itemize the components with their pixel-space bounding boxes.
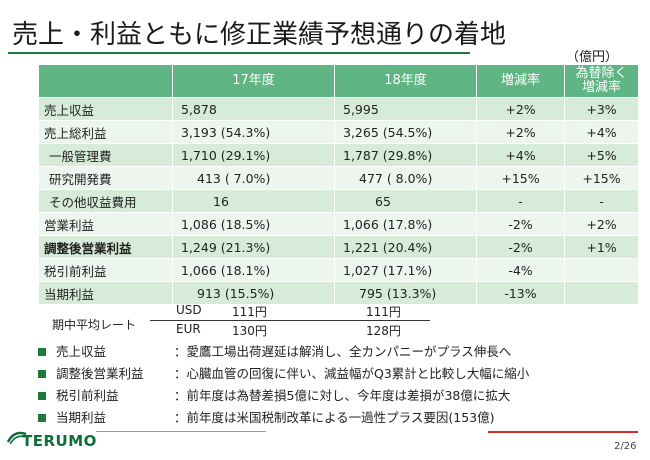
- change-exfx-value: +4%: [564, 120, 639, 144]
- change-exfx-value: +2%: [564, 212, 639, 236]
- unit-label: （億円）: [566, 50, 619, 65]
- header-change-exfx-line2: 増減率: [581, 80, 621, 95]
- table-row: その他収益費用 16 65 - -: [38, 189, 639, 213]
- table-row: 調整後営業利益 1,249 (21.3%) 1,221 (20.4%) -2% …: [38, 235, 639, 259]
- change-exfx-value: -: [564, 189, 639, 213]
- table-row: 売上収益 5,878 5,995 +2% +3%: [38, 97, 639, 121]
- row-label: 売上総利益: [38, 120, 173, 144]
- bullet-square-icon: [38, 369, 46, 378]
- fy18-value: 1,066 (17.8%): [334, 212, 477, 236]
- bullet-text: ：前年度は米国税制改革による一過性プラス要因(153億): [174, 410, 495, 425]
- fy18-value: 1,027 (17.1%): [334, 258, 477, 282]
- bullet-item: 調整後営業利益 ：心臓血管の回復に伴い、減益幅がQ3累計と比較し大幅に縮小: [38, 364, 529, 384]
- page-title: 売上・利益ともに修正業績予想通りの着地: [12, 20, 507, 50]
- change-exfx-value: +3%: [564, 97, 639, 121]
- fy18-value: 477 ( 8.0%): [334, 166, 477, 190]
- bullet-square-icon: [38, 347, 46, 356]
- change-value: +15%: [476, 166, 565, 190]
- footer-rule-right: [488, 431, 638, 433]
- company-logo: TERUMO: [22, 432, 97, 450]
- fy18-value: 3,265 (54.5%): [334, 120, 477, 144]
- header-blank: [38, 64, 173, 98]
- fy18-value: 5,995: [334, 97, 477, 121]
- bullet-item: 売上収益 ：愛鷹工場出荷遅延は解消し、全カンパニーがプラス伸長へ: [38, 342, 511, 362]
- fy17-value: 5,878: [172, 97, 335, 121]
- table-row: 研究開発費 413 ( 7.0%) 477 ( 8.0%) +15% +15%: [38, 166, 639, 190]
- bullet-square-icon: [38, 391, 46, 400]
- change-value: -2%: [476, 235, 565, 259]
- bullet-label: 税引前利益: [56, 388, 119, 403]
- change-value: -: [476, 189, 565, 213]
- fy17-value: 1,710 (29.1%): [172, 143, 335, 167]
- change-value: -13%: [476, 281, 565, 305]
- bullet-square-icon: [38, 413, 46, 422]
- table-row: 一般管理費 1,710 (29.1%) 1,787 (29.8%) +4% +5…: [38, 143, 639, 167]
- table-row: 売上総利益 3,193 (54.3%) 3,265 (54.5%) +2% +4…: [38, 120, 639, 144]
- fy18-value: 65: [334, 189, 477, 213]
- bullet-text: ：心臓血管の回復に伴い、減益幅がQ3累計と比較し大幅に縮小: [174, 366, 530, 381]
- change-value: +2%: [476, 120, 565, 144]
- fx-usd-18: 111円: [366, 305, 401, 319]
- row-label: 調整後営業利益: [38, 235, 173, 259]
- fy18-value: 1,221 (20.4%): [334, 235, 477, 259]
- fy17-value: 1,066 (18.1%): [172, 258, 335, 282]
- fy17-value: 413 ( 7.0%): [172, 166, 335, 190]
- header-fy18: 18年度: [334, 64, 477, 98]
- change-exfx-value: +5%: [564, 143, 639, 167]
- fx-eur-label: EUR: [176, 322, 201, 336]
- table-row: 税引前利益 1,066 (18.1%) 1,027 (17.1%) -4%: [38, 258, 639, 282]
- change-exfx-value: [564, 281, 639, 305]
- fx-divider: [150, 320, 430, 321]
- fx-eur-18: 128円: [366, 324, 401, 338]
- change-value: +4%: [476, 143, 565, 167]
- fy18-value: 1,787 (29.8%): [334, 143, 477, 167]
- fx-rate-label: 期中平均レート: [52, 318, 137, 332]
- fy17-value: 913 (15.5%): [172, 281, 335, 305]
- header-change-exfx: 為替除く 増減率: [564, 64, 639, 98]
- fy17-value: 3,193 (54.3%): [172, 120, 335, 144]
- fx-usd-label: USD: [176, 303, 202, 317]
- fx-eur-17: 130円: [232, 324, 267, 338]
- fy17-value: 16: [172, 189, 335, 213]
- bullet-text: ：愛鷹工場出荷遅延は解消し、全カンパニーがプラス伸長へ: [174, 344, 512, 359]
- fy17-value: 1,086 (18.5%): [172, 212, 335, 236]
- change-exfx-value: [564, 258, 639, 282]
- header-change-exfx-line1: 為替除く: [575, 66, 628, 81]
- row-label: 営業利益: [38, 212, 173, 236]
- change-exfx-value: +15%: [564, 166, 639, 190]
- row-label: 研究開発費: [38, 166, 173, 190]
- header-fy17: 17年度: [172, 64, 335, 98]
- bullet-text: ：前年度は為替差損5億に対し、今年度は差損が38億に拡大: [174, 388, 511, 403]
- terumo-logo-icon: [6, 431, 27, 445]
- bullet-label: 当期利益: [56, 410, 107, 425]
- row-label: 税引前利益: [38, 258, 173, 282]
- change-value: +2%: [476, 97, 565, 121]
- change-value: -4%: [476, 258, 565, 282]
- bullet-item: 当期利益 ：前年度は米国税制改革による一過性プラス要因(153億): [38, 408, 495, 428]
- row-label: 売上収益: [38, 97, 173, 121]
- fy17-value: 1,249 (21.3%): [172, 235, 335, 259]
- fy18-value: 795 (13.3%): [334, 281, 477, 305]
- change-exfx-value: +1%: [564, 235, 639, 259]
- row-label: その他収益費用: [38, 189, 173, 213]
- header-change: 増減率: [476, 64, 565, 98]
- fx-usd-17: 111円: [232, 305, 267, 319]
- table-row: 当期利益 913 (15.5%) 795 (13.3%) -13%: [38, 281, 639, 305]
- table-row: 営業利益 1,086 (18.5%) 1,066 (17.8%) -2% +2%: [38, 212, 639, 236]
- change-value: -2%: [476, 212, 565, 236]
- bullet-label: 売上収益: [56, 344, 107, 359]
- bullet-label: 調整後営業利益: [56, 366, 144, 381]
- financial-table: 17年度 18年度 増減率 為替除く 増減率 売上収益 5,878 5,995 …: [38, 64, 639, 305]
- title-underline: [8, 52, 470, 54]
- row-label: 当期利益: [38, 281, 173, 305]
- page-number: 2/26: [614, 441, 637, 452]
- row-label: 一般管理費: [38, 143, 173, 167]
- footer-rule-left: [96, 431, 266, 432]
- bullet-item: 税引前利益 ：前年度は為替差損5億に対し、今年度は差損が38億に拡大: [38, 386, 510, 406]
- table-header-row: 17年度 18年度 増減率 為替除く 増減率: [38, 64, 639, 98]
